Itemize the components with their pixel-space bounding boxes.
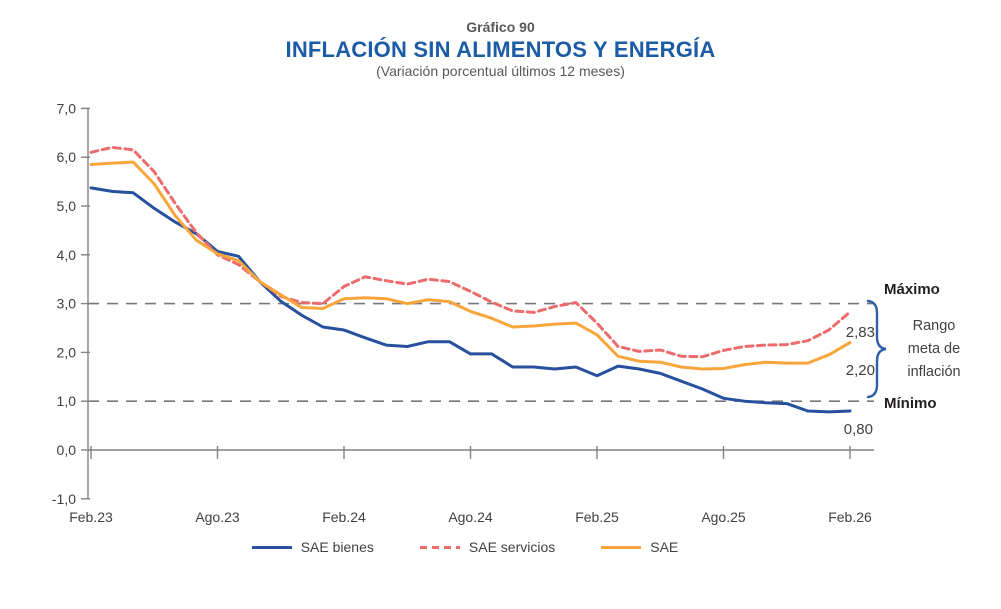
series-line-sae-bienes: [89, 186, 852, 414]
legend-item-sae: SAE: [601, 539, 678, 555]
chart-subtitle: (Variación porcentual últimos 12 meses): [376, 63, 625, 79]
y-axis-label: 0,0: [57, 442, 77, 458]
legend-label-sae-servicios: SAE servicios: [468, 539, 556, 555]
x-axis-label: Feb.26: [828, 509, 872, 525]
end-value-sae: 2,20: [845, 362, 875, 379]
legend-label-sae-bienes: SAE bienes: [300, 539, 374, 555]
y-axis-label: 5,0: [57, 198, 77, 214]
chart-number: Gráfico 90: [466, 19, 535, 35]
target-range-label: Rango meta de inflación: [886, 315, 982, 384]
series-line-sae-servicios: [89, 145, 852, 359]
y-axis-label: 4,0: [57, 247, 77, 263]
legend-item-sae-bienes: SAE bienes: [251, 539, 374, 555]
y-axis-label: 3,0: [57, 296, 77, 312]
series-line-sae: [89, 160, 852, 371]
legend-swatch-sae-servicios: [419, 545, 460, 549]
page-title: INFLACIÓN SIN ALIMENTOS Y ENERGÍA: [285, 37, 716, 62]
max-range-label: Máximo: [884, 281, 940, 298]
end-value-sae-bienes: 0,80: [843, 421, 873, 438]
y-axis-label: 2,0: [57, 344, 77, 360]
end-value-sae-servicios: 2,83: [845, 324, 875, 341]
y-axis-label: 7,0: [57, 100, 77, 116]
target-range-brace: [866, 299, 887, 399]
legend-label-sae: SAE: [650, 539, 679, 555]
x-axis-label: Feb.25: [575, 509, 619, 525]
legend-swatch-sae-bienes: [251, 545, 292, 549]
target-range-line2: meta de: [907, 341, 961, 357]
y-axis-label: 6,0: [57, 149, 77, 165]
x-axis-label: Ago.24: [448, 509, 493, 525]
chart-legend: SAE bienes SAE servicios SAE: [0, 538, 930, 556]
x-axis-label: Feb.24: [322, 509, 366, 525]
target-range-line1: Rango: [912, 318, 956, 334]
legend-item-sae-servicios: SAE servicios: [419, 539, 556, 555]
x-axis-label: Ago.23: [195, 509, 240, 525]
x-axis-label: Ago.25: [701, 509, 746, 525]
y-axis-label: 1,0: [57, 393, 77, 409]
y-axis-label: -1,0: [52, 491, 76, 507]
min-range-label: Mínimo: [884, 395, 937, 412]
legend-swatch-sae: [601, 545, 642, 549]
x-axis-label: Feb.23: [69, 509, 113, 525]
target-range-line3: inflación: [907, 364, 961, 380]
